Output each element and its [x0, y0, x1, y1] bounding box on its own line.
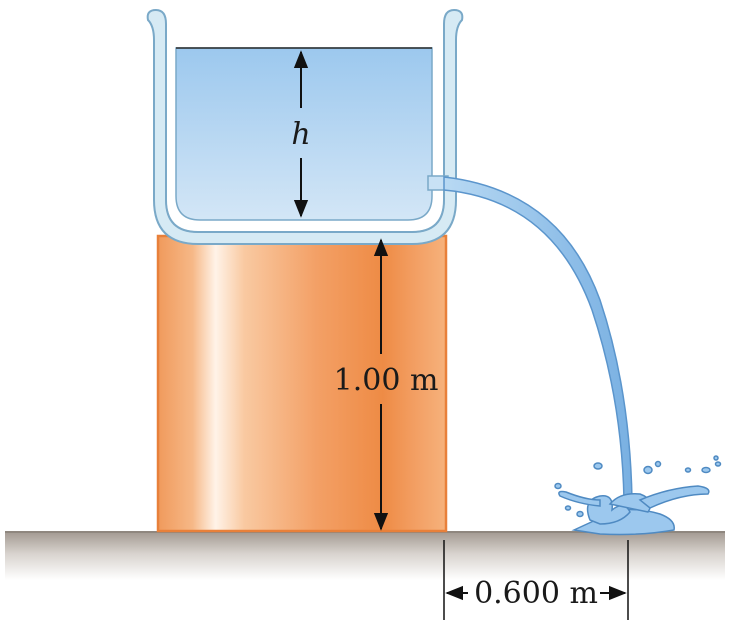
water-height-label: h — [291, 117, 310, 152]
ground — [5, 532, 725, 580]
horizontal-distance-label: 0.600 m — [474, 576, 598, 611]
table-block — [156, 234, 448, 533]
water-container — [146, 8, 464, 245]
water-height-dimension: h — [291, 50, 311, 218]
water-body — [175, 47, 433, 221]
splash — [554, 455, 722, 536]
container-inner-outline — [165, 24, 445, 233]
water-stream — [443, 176, 633, 501]
table-height-label: 1.00 m — [334, 363, 439, 398]
horizontal-distance-dimension: 0.600 m — [443, 540, 629, 620]
container-wall — [146, 8, 464, 245]
table-height-dimension: 1.00 m — [334, 238, 439, 531]
